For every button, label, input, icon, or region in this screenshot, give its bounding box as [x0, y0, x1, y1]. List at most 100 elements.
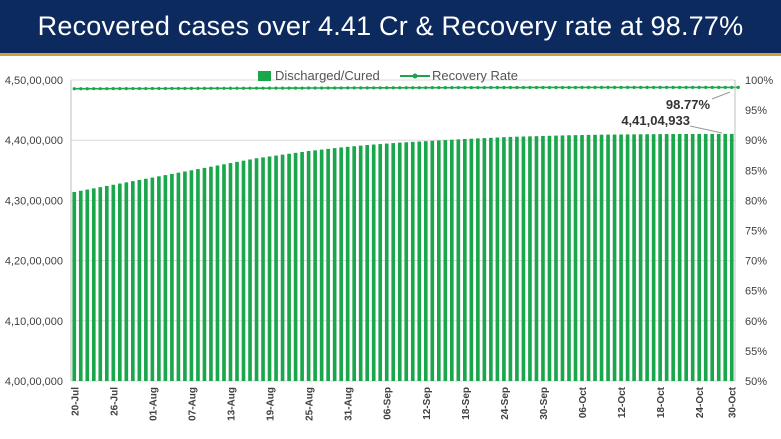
x-tick-label: 20-Jul — [70, 387, 81, 416]
discharged-bar — [124, 182, 129, 381]
discharged-bar — [625, 134, 630, 381]
discharged-bar — [664, 134, 669, 381]
recovery-rate-point — [333, 86, 337, 90]
y-left-tick-label: 4,10,00,000 — [5, 316, 63, 328]
y-right-tick-label: 85% — [745, 165, 767, 177]
recovery-rate-point — [124, 87, 128, 91]
recovery-rate-point — [665, 85, 669, 90]
recovery-rate-point — [736, 85, 740, 90]
discharged-bar — [716, 133, 721, 381]
discharged-bar — [378, 144, 383, 381]
recovery-rate-point — [528, 85, 532, 90]
discharged-bar — [222, 164, 226, 381]
discharged-bar — [580, 135, 584, 381]
y-right-tick-label: 60% — [745, 316, 767, 328]
discharged-bar — [196, 169, 200, 381]
discharged-bar — [163, 175, 168, 381]
recovery-rate-point — [85, 87, 89, 91]
x-tick-label: 12-Sep — [422, 387, 433, 420]
discharged-bar — [371, 144, 376, 381]
recovery-rate-point — [326, 86, 330, 90]
discharged-bar — [241, 160, 246, 381]
y-right-tick-label: 80% — [745, 195, 767, 207]
discharged-bar — [280, 154, 285, 381]
discharged-bar — [469, 138, 474, 381]
discharged-bar — [423, 141, 428, 381]
recovery-rate-point — [196, 86, 200, 90]
discharged-bar — [586, 134, 591, 381]
discharged-bar — [293, 152, 298, 381]
recovery-rate-point — [391, 86, 395, 90]
page-title: Recovered cases over 4.41 Cr & Recovery … — [37, 11, 744, 41]
recovery-rate-point — [398, 86, 402, 90]
discharged-bar — [703, 133, 708, 381]
discharged-bar — [118, 183, 122, 381]
discharged-bar — [502, 137, 506, 381]
discharged-bar — [560, 135, 565, 381]
recovery-rate-point — [645, 85, 649, 90]
recovery-rate-point — [684, 85, 688, 90]
recovery-rate-point — [267, 86, 272, 90]
discharged-bar — [443, 140, 448, 381]
recovery-rate-point — [176, 86, 181, 91]
recovery-rate-point — [293, 86, 298, 90]
axes: 4,00,00,000 4,10,00,000 4,20,00,000 4,30,00… — [5, 75, 773, 421]
x-tick-label: 06-Sep — [383, 387, 394, 420]
recovery-rate-point — [586, 85, 591, 90]
discharged-bar — [710, 133, 715, 381]
x-tick-label: 30-Sep — [539, 387, 550, 420]
discharged-bar — [391, 143, 396, 381]
discharged-bar — [300, 151, 304, 381]
recovery-rate-point — [92, 87, 96, 91]
discharged-bar — [339, 147, 343, 381]
recovery-rate-point — [593, 85, 597, 90]
x-tick-label: 13-Aug — [226, 387, 237, 421]
recovery-rate-point — [261, 86, 265, 90]
recovery-rate-point — [437, 86, 441, 90]
y-right-tick-label: 55% — [745, 346, 767, 358]
recovery-rate-point — [606, 85, 610, 90]
discharged-bar — [521, 136, 526, 381]
recovery-rate-point — [502, 85, 506, 90]
recovery-rate-point — [547, 85, 552, 90]
y-right-tick-label: 65% — [745, 286, 767, 298]
discharged-bar — [645, 134, 649, 381]
discharged-bar — [157, 176, 161, 381]
discharged-bars — [72, 133, 734, 381]
discharged-bar — [541, 135, 545, 381]
discharged-bar — [261, 157, 265, 381]
discharged-bar — [528, 136, 532, 381]
discharged-bar — [170, 173, 174, 381]
recovery-rate-point — [105, 87, 109, 91]
discharged-bar — [404, 142, 409, 381]
recovery-rate-point — [463, 85, 467, 90]
recovery-rate-point — [209, 86, 213, 90]
recovery-rate-point — [508, 85, 513, 90]
recovery-rate-point — [72, 87, 76, 91]
discharged-bar — [85, 189, 90, 381]
recovery-rate-point — [215, 86, 220, 90]
x-tick-label: 18-Sep — [461, 387, 472, 420]
discharged-bar — [638, 134, 643, 381]
recovery-rate-point — [320, 86, 324, 90]
recovery-rate-point — [450, 86, 454, 90]
discharged-bar — [690, 133, 695, 381]
discharged-bar — [78, 190, 83, 381]
y-right-tick-label: 70% — [745, 256, 767, 268]
recovery-rate-point — [730, 85, 734, 90]
recovery-rate-point — [710, 85, 714, 90]
discharged-bar — [599, 134, 604, 381]
rate-callout-label: 98.77% — [666, 97, 711, 112]
x-tick-label: 30-Oct — [728, 386, 739, 418]
discharged-bar — [677, 133, 682, 381]
recovery-rate-point — [534, 85, 539, 90]
discharged-bar — [632, 134, 636, 381]
recovery-rate-point — [411, 86, 415, 90]
recovery-rate-point — [495, 85, 499, 90]
discharged-bar — [274, 155, 278, 381]
discharged-bar — [482, 138, 487, 381]
x-tick-label: 19-Aug — [266, 387, 277, 421]
y-right-tick-label: 50% — [745, 376, 767, 388]
recovery-rate-point — [671, 85, 675, 90]
recovery-rate-line — [72, 85, 740, 91]
